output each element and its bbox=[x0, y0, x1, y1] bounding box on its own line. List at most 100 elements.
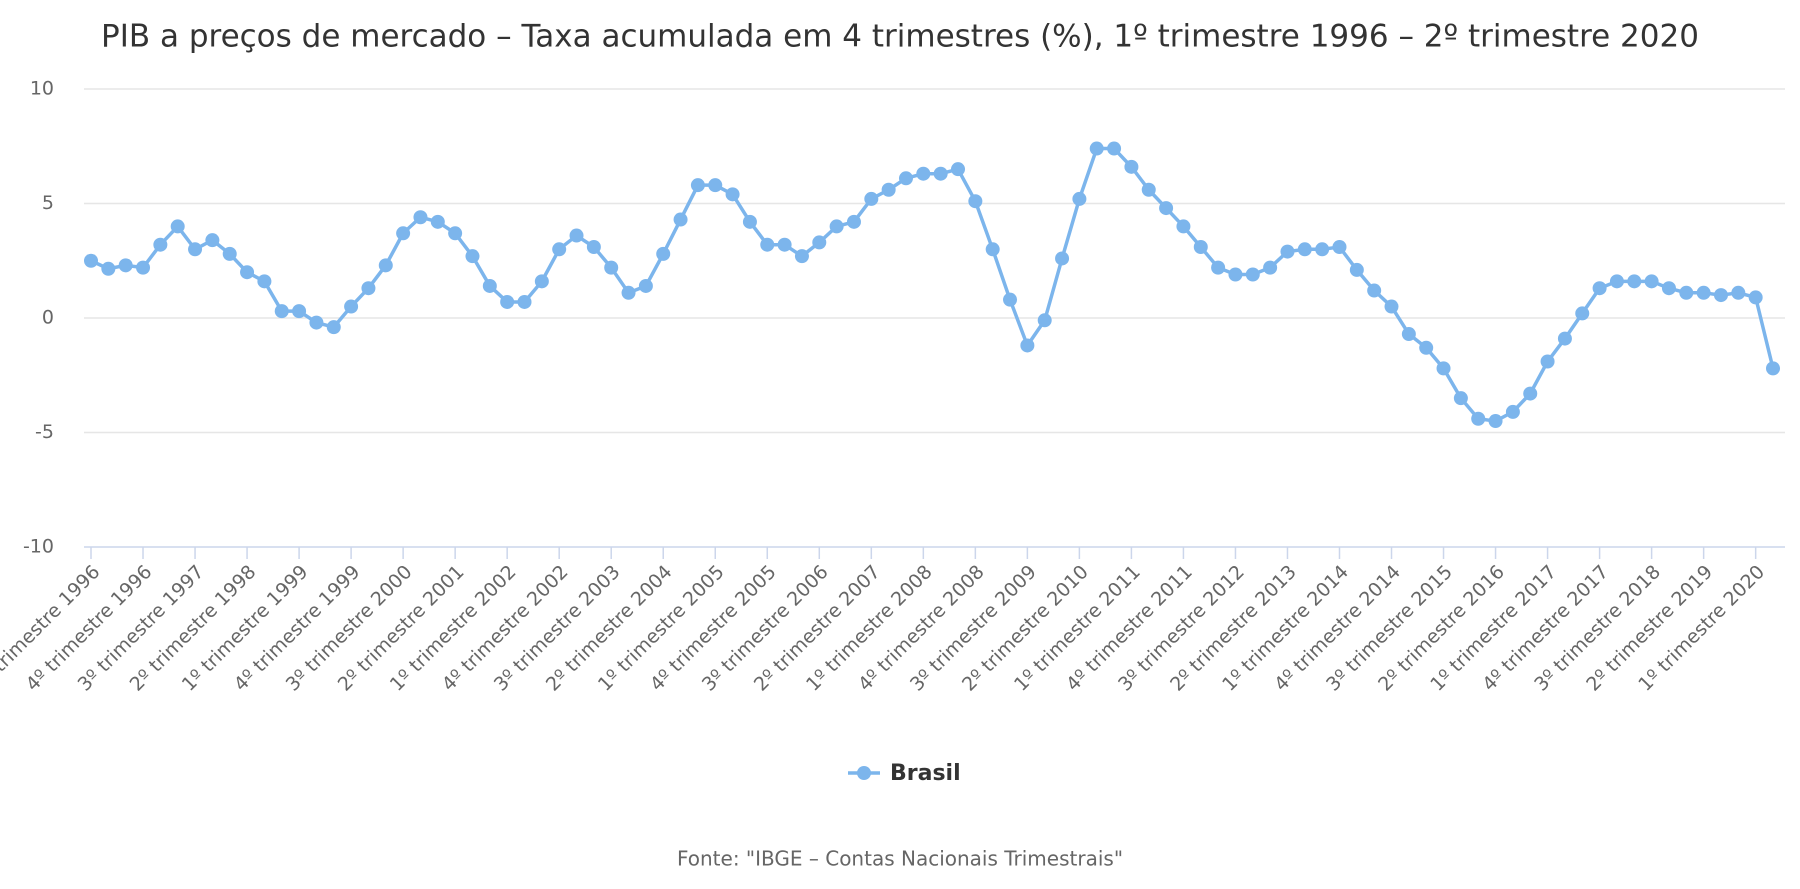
data-point bbox=[1089, 141, 1104, 156]
data-point bbox=[344, 299, 359, 314]
data-point bbox=[1280, 244, 1295, 259]
data-point bbox=[1592, 281, 1607, 296]
data-point bbox=[1523, 386, 1538, 401]
data-point bbox=[500, 294, 515, 309]
data-point bbox=[136, 260, 151, 275]
data-point bbox=[846, 214, 861, 229]
y-tick-label: -10 bbox=[23, 536, 54, 558]
data-point bbox=[153, 237, 168, 252]
data-point bbox=[552, 242, 567, 257]
data-point bbox=[1627, 274, 1642, 289]
data-point bbox=[898, 171, 913, 186]
data-point bbox=[1540, 354, 1555, 369]
data-point bbox=[1384, 299, 1399, 314]
data-point bbox=[881, 182, 896, 197]
data-point bbox=[1731, 285, 1746, 300]
data-point bbox=[534, 274, 549, 289]
data-point bbox=[1661, 281, 1676, 296]
data-point bbox=[1037, 313, 1052, 328]
data-point bbox=[638, 278, 653, 293]
data-point bbox=[1419, 340, 1434, 355]
data-point bbox=[933, 166, 948, 181]
data-point bbox=[1055, 251, 1070, 266]
data-point bbox=[1505, 404, 1520, 419]
data-point bbox=[656, 246, 671, 261]
data-point bbox=[742, 214, 757, 229]
data-point bbox=[1159, 201, 1174, 216]
data-point bbox=[1141, 182, 1156, 197]
data-point bbox=[1297, 242, 1312, 257]
y-tick-label: 10 bbox=[30, 78, 54, 100]
data-point bbox=[465, 249, 480, 264]
data-point bbox=[621, 285, 636, 300]
data-point bbox=[1332, 240, 1347, 255]
data-point bbox=[794, 249, 809, 264]
data-point bbox=[1020, 338, 1035, 353]
data-point bbox=[1367, 283, 1382, 298]
data-point bbox=[812, 235, 827, 250]
data-point bbox=[430, 214, 445, 229]
data-point bbox=[777, 237, 792, 252]
data-point bbox=[569, 228, 584, 243]
data-point bbox=[1211, 260, 1226, 275]
data-point bbox=[1471, 411, 1486, 426]
data-point bbox=[916, 166, 931, 181]
data-point bbox=[586, 240, 601, 255]
data-point bbox=[240, 265, 255, 280]
y-tick-label: 5 bbox=[42, 192, 54, 214]
data-point bbox=[1349, 262, 1364, 277]
chart-title: PIB a preços de mercado – Taxa acumulada… bbox=[101, 19, 1699, 55]
data-point bbox=[1176, 219, 1191, 234]
data-point bbox=[1107, 141, 1122, 156]
data-point bbox=[205, 233, 220, 248]
data-point bbox=[84, 253, 98, 268]
data-point bbox=[118, 258, 133, 273]
data-point bbox=[1228, 267, 1243, 282]
series-line bbox=[90, 146, 1775, 423]
data-point bbox=[1557, 331, 1572, 346]
data-point bbox=[257, 274, 272, 289]
data-point bbox=[1644, 274, 1659, 289]
data-point bbox=[1748, 290, 1763, 305]
data-point bbox=[864, 191, 879, 206]
data-point bbox=[708, 178, 723, 193]
data-point bbox=[1263, 260, 1278, 275]
data-point bbox=[396, 226, 411, 241]
data-point bbox=[1193, 240, 1208, 255]
data-point bbox=[760, 237, 775, 252]
data-point bbox=[951, 162, 966, 177]
data-point bbox=[309, 315, 324, 330]
data-point bbox=[1453, 391, 1468, 406]
data-point bbox=[188, 242, 203, 257]
legend-marker bbox=[857, 766, 871, 780]
source: Fonte: "IBGE – Contas Nacionais Trimestr… bbox=[677, 847, 1123, 871]
data-point bbox=[101, 261, 116, 276]
data-point bbox=[1401, 327, 1416, 342]
data-point bbox=[1488, 414, 1503, 429]
data-point bbox=[326, 320, 341, 335]
data-point bbox=[292, 304, 307, 319]
data-point bbox=[1696, 285, 1711, 300]
data-point bbox=[1766, 361, 1780, 376]
data-point bbox=[1245, 267, 1260, 282]
legend-label[interactable]: Brasil bbox=[890, 761, 961, 786]
data-point bbox=[170, 219, 185, 234]
data-point bbox=[1713, 288, 1728, 303]
data-point bbox=[361, 281, 376, 296]
data-point bbox=[413, 210, 428, 225]
data-point bbox=[1609, 274, 1624, 289]
data-point bbox=[829, 219, 844, 234]
data-point bbox=[690, 178, 705, 193]
data-point bbox=[1003, 292, 1018, 307]
data-point bbox=[222, 246, 237, 261]
data-point bbox=[274, 304, 289, 319]
data-point bbox=[448, 226, 463, 241]
data-point bbox=[1315, 242, 1330, 257]
data-point bbox=[985, 242, 1000, 257]
data-point bbox=[482, 278, 497, 293]
data-point bbox=[1436, 361, 1451, 376]
y-tick-label: -5 bbox=[35, 421, 54, 443]
data-point bbox=[1072, 191, 1087, 206]
y-tick-label: 0 bbox=[42, 307, 54, 329]
